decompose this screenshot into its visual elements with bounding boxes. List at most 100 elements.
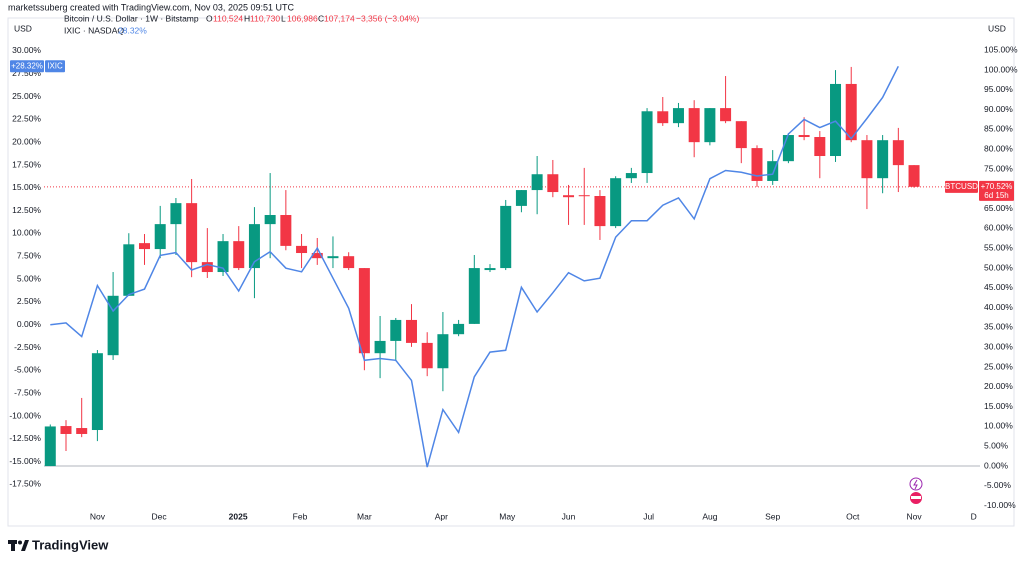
candle-body <box>547 174 559 193</box>
candle-body <box>594 196 606 227</box>
y2-tick-label: 45.00% <box>984 282 1013 292</box>
candle-body <box>327 256 339 259</box>
candle-body <box>468 268 480 324</box>
candle-body <box>60 426 72 434</box>
y2-tick-label: 80.00% <box>984 144 1013 154</box>
candle-body <box>814 137 826 157</box>
candle-body <box>217 241 229 273</box>
x-tick-label: Aug <box>702 511 717 521</box>
y2-tick-label: 20.00% <box>984 381 1013 391</box>
candle-body <box>154 224 166 250</box>
x-tick-label: Nov <box>906 511 922 521</box>
watermark: marketssuberg created with TradingView.c… <box>8 2 294 12</box>
x-tick-label: Jul <box>643 511 654 521</box>
price-tag-name-box <box>945 180 978 193</box>
y-tick-label: 25.00% <box>12 91 41 101</box>
legend-compare: IXIC · NASDAQ <box>64 25 124 35</box>
candle-body <box>343 256 355 269</box>
candle-body <box>704 108 716 143</box>
y2-tick-label: 100.00% <box>984 64 1018 74</box>
candle-body <box>374 340 386 354</box>
y-tick-label: -17.50% <box>9 479 41 489</box>
y-tick-label: 20.00% <box>12 136 41 146</box>
price-tag-label: +70.52% <box>981 182 1013 191</box>
candle-body <box>390 319 402 341</box>
y-tick-label: -7.50% <box>14 387 41 397</box>
y-tick-label: -15.00% <box>9 456 41 466</box>
candle-body <box>280 215 292 246</box>
candle-body <box>861 140 873 179</box>
x-tick-label: D <box>971 511 977 521</box>
candle-body <box>186 203 198 263</box>
y2-tick-label: -5.00% <box>984 480 1011 490</box>
y-tick-label: -2.50% <box>14 342 41 352</box>
candle-body <box>515 190 527 206</box>
y2-tick-label: 30.00% <box>984 342 1013 352</box>
price-tag-box <box>979 180 1014 201</box>
candle-body <box>296 245 308 254</box>
x-tick-label: Dec <box>152 511 168 521</box>
candle-body <box>484 268 496 271</box>
y2-tick-label: 85.00% <box>984 124 1013 134</box>
candle-body <box>500 205 512 269</box>
y2-tick-label: 105.00% <box>984 45 1018 55</box>
candle-body <box>201 262 213 273</box>
y-tick-label: -10.00% <box>9 410 41 420</box>
y-tick-label: 27.50% <box>12 68 41 78</box>
candle-body <box>688 108 700 143</box>
price-tag-countdown: 6d 15h <box>984 191 1008 200</box>
candle-body <box>610 178 622 227</box>
legend-value: 110,730 <box>250 13 280 23</box>
y2-tick-label: 95.00% <box>984 84 1013 94</box>
x-tick-label: Feb <box>293 511 308 521</box>
legend-value: 106,986 <box>287 13 318 23</box>
candle-body <box>139 243 151 250</box>
candle-body <box>892 140 904 166</box>
y-tick-label: -12.50% <box>9 433 41 443</box>
y-tick-label: 7.50% <box>17 251 42 261</box>
candle-body <box>531 174 543 191</box>
candle-body <box>405 319 417 343</box>
candle-body <box>735 121 747 149</box>
y2-tick-label: 75.00% <box>984 163 1013 173</box>
candle-body <box>453 323 465 335</box>
legend-value: 110,524 <box>213 13 243 23</box>
candle-body <box>91 353 103 431</box>
candle-body <box>170 203 182 225</box>
candle-body <box>578 195 590 197</box>
candle-body <box>877 140 889 179</box>
candle-body <box>625 173 637 179</box>
left-currency: USD <box>14 23 32 33</box>
chart-frame <box>7 17 1015 527</box>
candle-body <box>798 135 810 138</box>
y2-tick-label: 40.00% <box>984 302 1013 312</box>
candle-body <box>767 161 779 181</box>
x-tick-label: Nov <box>90 511 106 521</box>
x-tick-label: Apr <box>435 511 448 521</box>
series-tag-label: +28.32% <box>11 61 43 70</box>
y-tick-label: 2.50% <box>17 296 42 306</box>
candle-body <box>720 108 732 122</box>
y-tick-label: 22.50% <box>12 114 41 124</box>
candle-body <box>845 83 857 141</box>
y2-tick-label: 65.00% <box>984 203 1013 213</box>
legend-key: H <box>244 13 250 23</box>
x-tick-label: Sep <box>765 511 780 521</box>
candle-body <box>358 268 370 354</box>
y-tick-label: -5.00% <box>14 365 41 375</box>
price-tag-name: BTCUSD <box>945 182 978 191</box>
line-series <box>50 65 899 468</box>
y2-tick-label: 50.00% <box>984 262 1013 272</box>
legend-value: 107,174 <box>324 13 355 23</box>
y-tick-label: 15.00% <box>12 182 41 192</box>
candle-body <box>830 83 842 157</box>
candle-body <box>908 165 920 187</box>
legend-key: L <box>281 13 286 23</box>
y2-tick-label: -10.00% <box>984 500 1016 510</box>
y2-tick-label: 35.00% <box>984 322 1013 332</box>
y2-tick-label: 10.00% <box>984 421 1013 431</box>
legend-key: O <box>206 13 213 23</box>
y-tick-label: 0.00% <box>17 319 42 329</box>
candle-body <box>782 135 794 162</box>
